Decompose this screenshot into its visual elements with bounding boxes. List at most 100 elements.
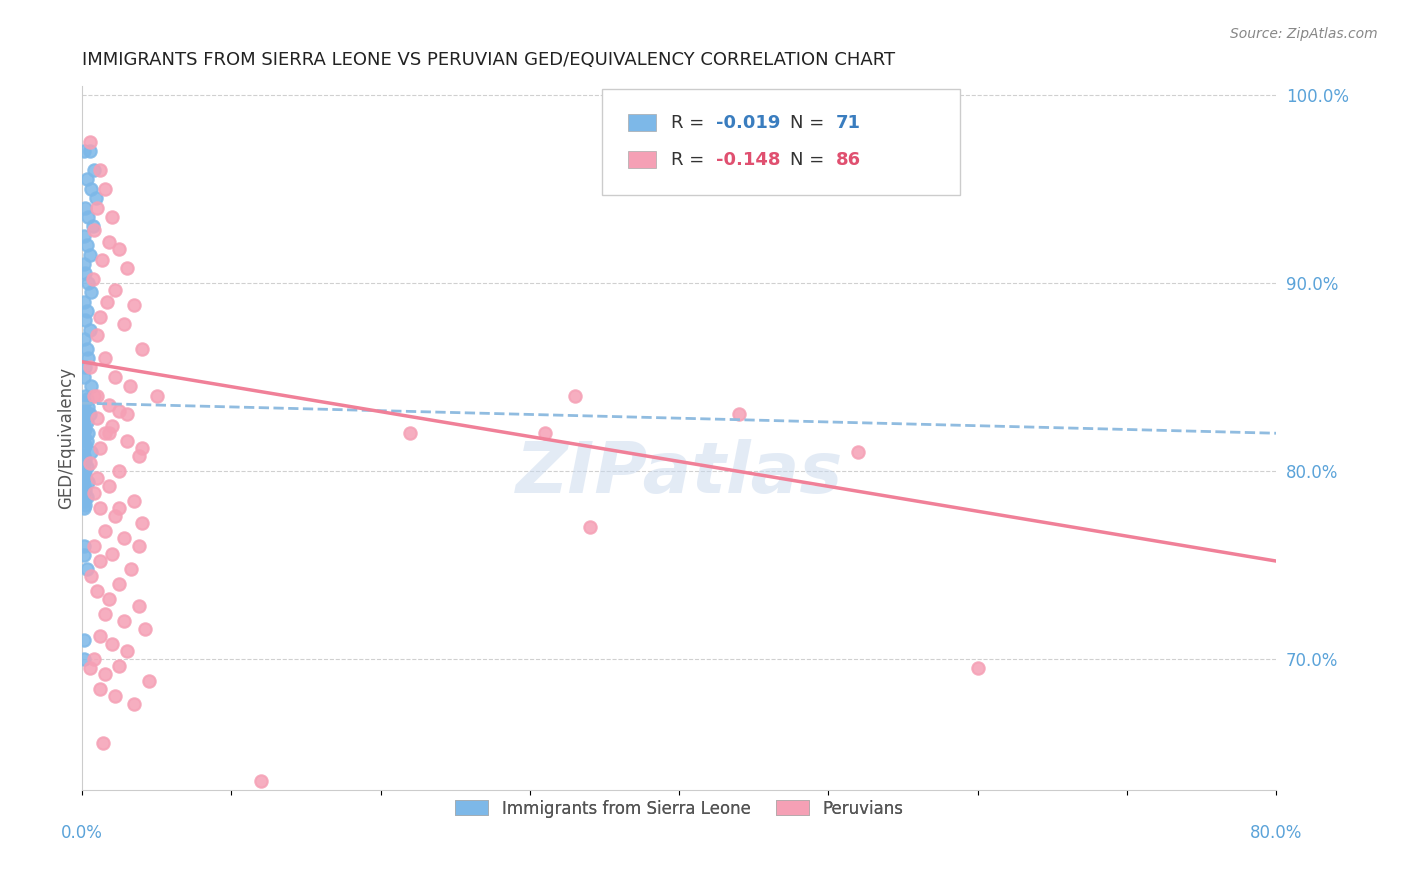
Point — [75, 403, 97, 417]
Point — [72, 332, 94, 346]
Point — [76, 392, 98, 407]
Point — [83, 539, 105, 553]
Point — [72, 501, 94, 516]
Point — [131, 442, 153, 456]
Point — [72, 257, 94, 271]
Point — [79, 323, 101, 337]
Point — [72, 228, 94, 243]
Point — [70, 426, 93, 441]
Text: R =: R = — [671, 114, 710, 132]
Point — [104, 508, 127, 523]
Point — [72, 632, 94, 647]
Point — [108, 242, 131, 256]
Point — [846, 445, 869, 459]
Point — [76, 238, 98, 252]
Point — [101, 418, 124, 433]
Text: ZIPatlas: ZIPatlas — [516, 439, 842, 508]
Point — [76, 561, 98, 575]
Point — [77, 276, 100, 290]
Point — [727, 408, 749, 422]
Point — [75, 267, 97, 281]
Point — [77, 426, 100, 441]
Text: 86: 86 — [835, 151, 860, 169]
Point — [70, 422, 93, 436]
Point — [72, 549, 94, 563]
Point — [79, 135, 101, 149]
Point — [91, 736, 114, 750]
FancyBboxPatch shape — [627, 151, 657, 168]
Point — [72, 411, 94, 425]
Point — [93, 351, 115, 365]
Point — [79, 456, 101, 470]
Point — [75, 313, 97, 327]
Text: Source: ZipAtlas.com: Source: ZipAtlas.com — [1230, 27, 1378, 41]
Point — [115, 260, 138, 275]
Point — [98, 235, 121, 249]
Point — [578, 520, 600, 534]
Point — [75, 360, 97, 375]
Point — [124, 494, 146, 508]
Point — [84, 191, 107, 205]
Point — [101, 547, 124, 561]
Text: -0.019: -0.019 — [716, 114, 780, 132]
Point — [115, 644, 138, 658]
Point — [112, 532, 135, 546]
Point — [76, 490, 98, 504]
Point — [101, 210, 124, 224]
Point — [86, 201, 108, 215]
Point — [93, 666, 115, 681]
Point — [89, 554, 111, 568]
Point — [98, 426, 121, 441]
Y-axis label: GED/Equivalency: GED/Equivalency — [58, 367, 75, 509]
Point — [75, 422, 97, 436]
Point — [104, 284, 127, 298]
Point — [75, 467, 97, 482]
Point — [89, 442, 111, 456]
Point — [79, 360, 101, 375]
Point — [72, 449, 94, 463]
Point — [77, 351, 100, 365]
Point — [108, 576, 131, 591]
Text: R =: R = — [671, 151, 710, 169]
Point — [70, 411, 93, 425]
Point — [564, 389, 586, 403]
Point — [75, 483, 97, 497]
Point — [72, 418, 94, 433]
Point — [77, 400, 100, 414]
Point — [83, 389, 105, 403]
Point — [72, 430, 94, 444]
FancyBboxPatch shape — [602, 89, 960, 194]
Point — [101, 637, 124, 651]
Point — [79, 408, 101, 422]
Point — [86, 328, 108, 343]
Point — [93, 426, 115, 441]
Point — [70, 408, 93, 422]
Point — [89, 629, 111, 643]
Point — [86, 389, 108, 403]
Point — [86, 411, 108, 425]
Point — [89, 501, 111, 516]
Point — [108, 464, 131, 478]
Text: 71: 71 — [835, 114, 860, 132]
Point — [70, 430, 93, 444]
Point — [79, 145, 101, 159]
Point — [124, 298, 146, 312]
Point — [80, 445, 103, 459]
Point — [76, 304, 98, 318]
Point — [112, 614, 135, 628]
Point — [75, 437, 97, 451]
Point — [70, 415, 93, 429]
Point — [72, 652, 94, 666]
Point — [145, 389, 167, 403]
Point — [399, 426, 422, 441]
Point — [108, 403, 131, 417]
Point — [75, 389, 97, 403]
Point — [82, 219, 104, 234]
Point — [86, 471, 108, 485]
Point — [83, 486, 105, 500]
Point — [72, 369, 94, 384]
Point — [98, 479, 121, 493]
Point — [124, 697, 146, 711]
Point — [120, 561, 142, 575]
Point — [533, 426, 555, 441]
